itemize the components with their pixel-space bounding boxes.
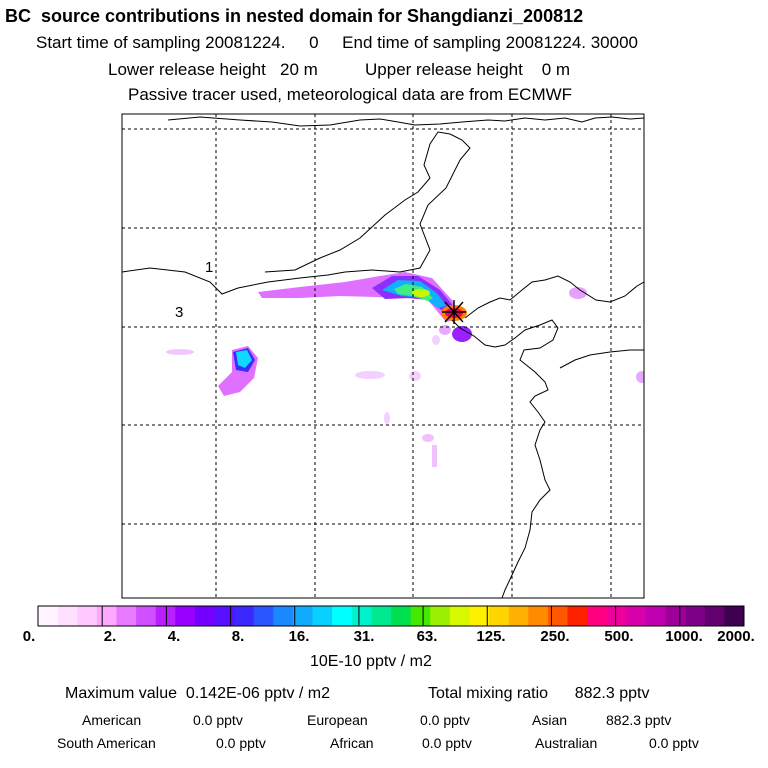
total-mixing-ratio: Total mixing ratio 882.3 pptv: [428, 685, 650, 702]
west-blob-inner: [236, 350, 252, 368]
maximum-value: Maximum value 0.142E-06 pptv / m2: [65, 685, 331, 702]
colorbar-tick: 125.: [476, 628, 506, 645]
region-value: 882.3 pptv: [606, 712, 672, 728]
colorbar-unit-label: 10E-10 pptv / m2: [310, 653, 432, 670]
colorbar-cell: [449, 606, 470, 626]
region-value: 0.0 pptv: [420, 712, 470, 728]
colorbar-cell: [410, 606, 431, 626]
plot-title: BC source contributions in nested domain…: [5, 6, 584, 26]
release-height-line: Lower release height 20 m Upper release …: [108, 60, 571, 79]
colorbar-tick: 16.: [288, 628, 310, 645]
region-value: 0.0 pptv: [193, 712, 243, 728]
colorbar-cell: [665, 606, 686, 626]
colorbar-cell: [724, 606, 745, 626]
colorbar-cell: [116, 606, 137, 626]
colorbar-tick: 2.: [103, 628, 117, 645]
colorbar-cell: [194, 606, 215, 626]
region-name: South American: [57, 735, 156, 751]
colorbar-cell: [626, 606, 647, 626]
region-name: Asian: [532, 712, 568, 728]
contour-label-1: 1: [205, 259, 213, 276]
colorbar-tick: 500.: [604, 628, 634, 645]
colorbar-cell: [704, 606, 725, 626]
region-name: Australian: [535, 735, 598, 751]
colorbar-cell: [57, 606, 78, 626]
colorbar-cell: [292, 606, 313, 626]
plume-layer: [166, 272, 644, 467]
tracer-info-line: Passive tracer used, meteorological data…: [128, 85, 573, 104]
colorbar-tick: 63.: [416, 628, 438, 645]
sampling-time-line: Start time of sampling 20081224. 0 End t…: [36, 33, 638, 52]
colorbar-cell: [136, 606, 157, 626]
colorbar-cell: [430, 606, 451, 626]
colorbar-cell: [175, 606, 196, 626]
colorbar-cell: [391, 606, 412, 626]
colorbar-tick: 8.: [231, 628, 245, 645]
colorbar-cell: [312, 606, 333, 626]
colorbar-cell: [489, 606, 510, 626]
colorbar-tick: 1000.: [665, 628, 703, 645]
plume-peak-outer: [412, 289, 430, 297]
colorbar-cell: [155, 606, 176, 626]
region-name: American: [82, 712, 142, 728]
colorbar-cell: [685, 606, 706, 626]
colorbar-cell: [371, 606, 392, 626]
plume-purple-blob: [452, 326, 472, 342]
receptor-star-icon: [442, 300, 466, 324]
colorbar-cell: [508, 606, 529, 626]
colorbar-cell: [587, 606, 608, 626]
colorbar-tick: 31.: [353, 628, 375, 645]
region-name: European: [307, 712, 368, 728]
borders-and-coastlines: [122, 116, 644, 598]
colorbar-tick: 4.: [167, 628, 181, 645]
colorbar-cell: [645, 606, 666, 626]
colorbar-cell: [606, 606, 627, 626]
colorbar-cell: [38, 606, 59, 626]
colorbar: [38, 606, 745, 626]
contour-label-3: 3: [175, 304, 183, 321]
colorbar-cell: [77, 606, 98, 626]
region-value: 0.0 pptv: [216, 735, 266, 751]
colorbar-cell: [234, 606, 255, 626]
colorbar-cell: [273, 606, 294, 626]
colorbar-cell: [469, 606, 490, 626]
colorbar-tick: 2000.: [717, 628, 755, 645]
colorbar-tick: 0.: [22, 628, 36, 645]
colorbar-cell: [528, 606, 549, 626]
colorbar-cell: [253, 606, 274, 626]
colorbar-cell: [567, 606, 588, 626]
lat-lon-grid: [122, 114, 644, 598]
map-frame: [121, 113, 645, 599]
colorbar-cell: [351, 606, 372, 626]
region-value: 0.0 pptv: [649, 735, 699, 751]
colorbar-cell: [214, 606, 235, 626]
region-name: African: [330, 735, 374, 751]
colorbar-cell: [96, 606, 117, 626]
colorbar-frame: [37, 605, 745, 627]
colorbar-cell: [332, 606, 353, 626]
colorbar-cell: [547, 606, 568, 626]
colorbar-tick: 250.: [540, 628, 570, 645]
region-value: 0.0 pptv: [422, 735, 472, 751]
